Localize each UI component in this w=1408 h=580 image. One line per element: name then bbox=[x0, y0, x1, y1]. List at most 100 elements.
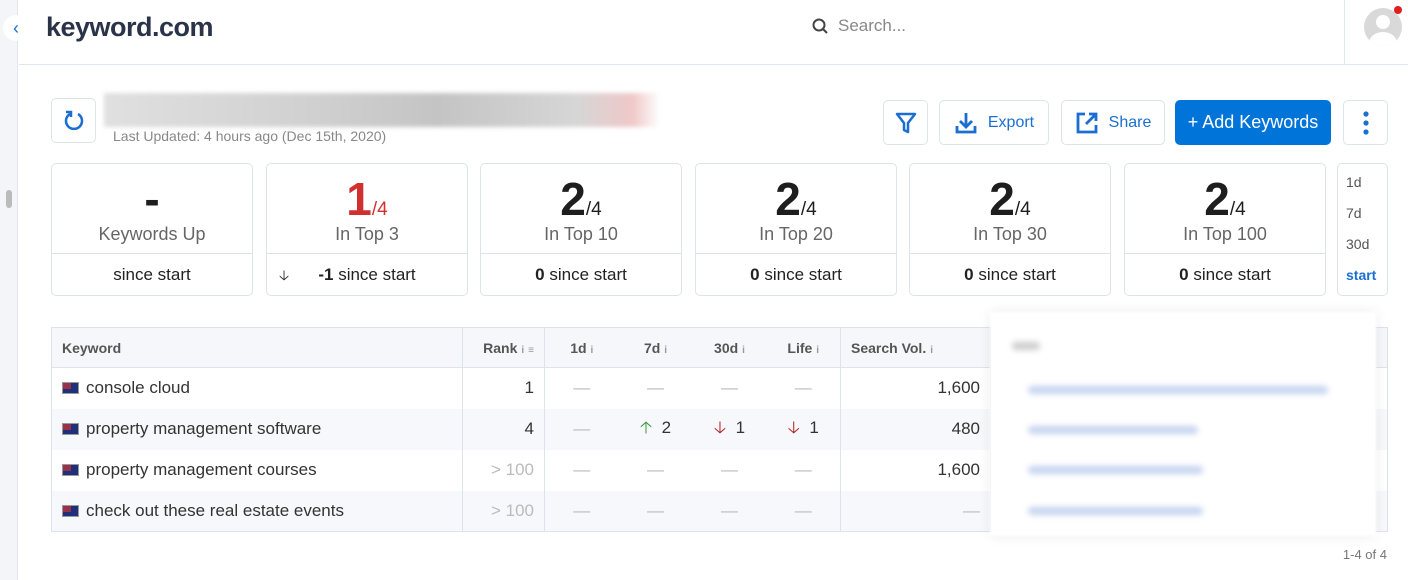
redacted-url-panel bbox=[990, 312, 1376, 536]
australia-flag-icon bbox=[62, 423, 79, 435]
period-7d[interactable]: 7d bbox=[1346, 205, 1362, 221]
card-since: since start bbox=[978, 265, 1056, 284]
sort-icon[interactable]: ≡ bbox=[528, 344, 534, 356]
left-sidebar bbox=[0, 0, 18, 580]
share-label: Share bbox=[1108, 113, 1152, 131]
period-selector: 1d 7d 30d start bbox=[1337, 163, 1388, 296]
card-value: 2 bbox=[989, 173, 1015, 225]
card-value: 2 bbox=[1204, 173, 1230, 225]
info-icon[interactable]: i bbox=[664, 344, 668, 356]
add-keywords-button[interactable]: + Add Keywords bbox=[1175, 100, 1331, 145]
card-in-top-20: 2/4 In Top 20 0 since start bbox=[695, 163, 897, 296]
project-name-redacted bbox=[104, 93, 660, 127]
change-1d: — bbox=[544, 449, 619, 491]
change-30d: 1 bbox=[735, 417, 746, 437]
divider bbox=[1344, 0, 1345, 64]
search-icon bbox=[812, 18, 828, 34]
card-since: since start bbox=[1193, 265, 1271, 284]
change-1d: — bbox=[544, 408, 619, 450]
col-keyword[interactable]: Keyword bbox=[51, 327, 463, 368]
card-label: In Top 20 bbox=[759, 224, 833, 244]
arrow-up-icon: 🡡 bbox=[639, 417, 653, 437]
card-in-top-10: 2/4 In Top 10 0 since start bbox=[480, 163, 682, 296]
refresh-button[interactable] bbox=[51, 98, 96, 143]
info-icon[interactable]: i bbox=[930, 344, 933, 356]
top-header: keyword.com bbox=[19, 0, 1408, 65]
export-button[interactable]: Export bbox=[939, 100, 1049, 145]
search-input[interactable] bbox=[838, 16, 1138, 36]
card-keywords-up: - Keywords Up since start bbox=[51, 163, 253, 296]
card-total: /4 bbox=[1014, 199, 1031, 220]
refresh-icon bbox=[64, 110, 83, 130]
pagination-info: 1-4 of 4 bbox=[1342, 547, 1387, 562]
card-value: 2 bbox=[560, 173, 586, 225]
col-label: Search Vol. bbox=[851, 339, 927, 356]
keyword: property management courses bbox=[86, 460, 317, 479]
australia-flag-icon bbox=[62, 464, 79, 476]
card-in-top-3: 1/4 In Top 3 🡣 -1 since start bbox=[266, 163, 468, 296]
change-30d: — bbox=[692, 490, 767, 532]
search-box[interactable] bbox=[812, 16, 1138, 36]
col-life[interactable]: Life i bbox=[766, 327, 841, 368]
card-value: - bbox=[144, 173, 160, 225]
change-7d: — bbox=[647, 460, 664, 479]
share-button[interactable]: Share bbox=[1061, 100, 1165, 145]
change-life: 1 bbox=[809, 417, 819, 437]
card-total: /4 bbox=[585, 199, 602, 220]
card-since: since start bbox=[549, 265, 627, 284]
change-7d: 2 bbox=[661, 417, 672, 437]
rank: 4 bbox=[462, 408, 545, 450]
collapse-sidebar-chevron-icon[interactable]: ‹ bbox=[3, 15, 29, 41]
info-icon[interactable]: i bbox=[816, 344, 820, 356]
card-value: 2 bbox=[775, 173, 801, 225]
keyword: check out these real estate events bbox=[86, 500, 344, 520]
info-icon[interactable]: i bbox=[742, 344, 745, 356]
arrow-down-icon: 🡣 bbox=[787, 417, 800, 437]
period-1d[interactable]: 1d bbox=[1346, 174, 1362, 190]
search-volume: 1,600 bbox=[840, 449, 991, 491]
card-delta: 0 bbox=[1179, 265, 1189, 284]
more-options-button[interactable] bbox=[1343, 100, 1388, 145]
change-7d: — bbox=[618, 490, 693, 532]
card-label: In Top 10 bbox=[544, 224, 618, 244]
more-vertical-icon bbox=[1362, 110, 1369, 135]
download-icon bbox=[955, 112, 977, 133]
filter-icon bbox=[895, 112, 916, 133]
rank: > 100 bbox=[462, 490, 545, 532]
search-volume: 480 bbox=[840, 408, 991, 450]
australia-flag-icon bbox=[62, 382, 79, 395]
col-label: Life bbox=[787, 339, 813, 356]
change-life: — bbox=[794, 460, 812, 479]
change-1d: — bbox=[544, 367, 619, 409]
col-search-vol[interactable]: Search Vol. i bbox=[840, 327, 991, 368]
search-volume: — bbox=[840, 490, 991, 532]
australia-flag-icon bbox=[62, 504, 79, 517]
sidebar-scroll-handle[interactable] bbox=[6, 190, 12, 208]
change-1d: — bbox=[544, 490, 619, 532]
col-30d[interactable]: 30d i bbox=[692, 327, 767, 368]
card-in-top-100: 2/4 In Top 100 0 since start bbox=[1124, 163, 1326, 296]
change-30d: — bbox=[721, 460, 738, 479]
period-30d[interactable]: 30d bbox=[1346, 236, 1370, 252]
col-7d[interactable]: 7d i bbox=[618, 327, 693, 368]
keyword: property management software bbox=[86, 419, 322, 438]
card-total: /4 bbox=[800, 199, 817, 220]
rank: 1 bbox=[462, 367, 545, 409]
col-1d[interactable]: 1d i bbox=[544, 327, 619, 368]
period-start[interactable]: start bbox=[1346, 267, 1377, 283]
col-label: Rank bbox=[483, 339, 518, 356]
card-delta: -1 bbox=[318, 265, 334, 284]
info-icon[interactable]: i bbox=[590, 344, 594, 356]
avatar[interactable] bbox=[1364, 8, 1402, 46]
search-volume: 1,600 bbox=[840, 367, 991, 409]
logo[interactable]: keyword.com bbox=[46, 12, 214, 42]
info-icon[interactable]: i bbox=[521, 344, 525, 356]
col-label: 7d bbox=[643, 339, 661, 356]
card-in-top-30: 2/4 In Top 30 0 since start bbox=[909, 163, 1111, 296]
card-label: In Top 3 bbox=[335, 224, 399, 244]
card-label: Keywords Up bbox=[98, 224, 206, 244]
notification-dot bbox=[1394, 6, 1402, 14]
filter-button[interactable] bbox=[883, 100, 928, 145]
card-label: In Top 30 bbox=[973, 224, 1047, 244]
col-rank[interactable]: Rank i ≡ bbox=[462, 327, 545, 368]
